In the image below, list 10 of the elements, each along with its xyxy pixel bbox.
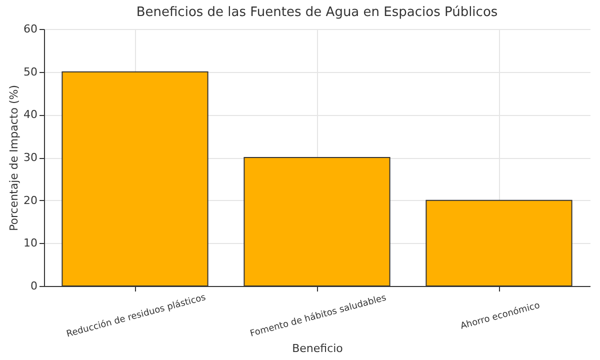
y-tick-label: 20 — [24, 194, 38, 207]
chart-title: Beneficios de las Fuentes de Agua en Espacios Públicos — [136, 5, 498, 20]
y-tick-label: 60 — [24, 22, 38, 36]
x-axis-title: Beneficio — [292, 342, 344, 355]
y-tick-label: 40 — [24, 108, 38, 122]
y-tick-label: 0 — [30, 280, 38, 292]
y-tick-label: 10 — [24, 236, 38, 250]
y-axis-title: Porcentaje de Impacto (%) — [8, 85, 21, 231]
y-tick-label: 50 — [24, 65, 38, 78]
y-tick-label: 30 — [24, 151, 38, 164]
